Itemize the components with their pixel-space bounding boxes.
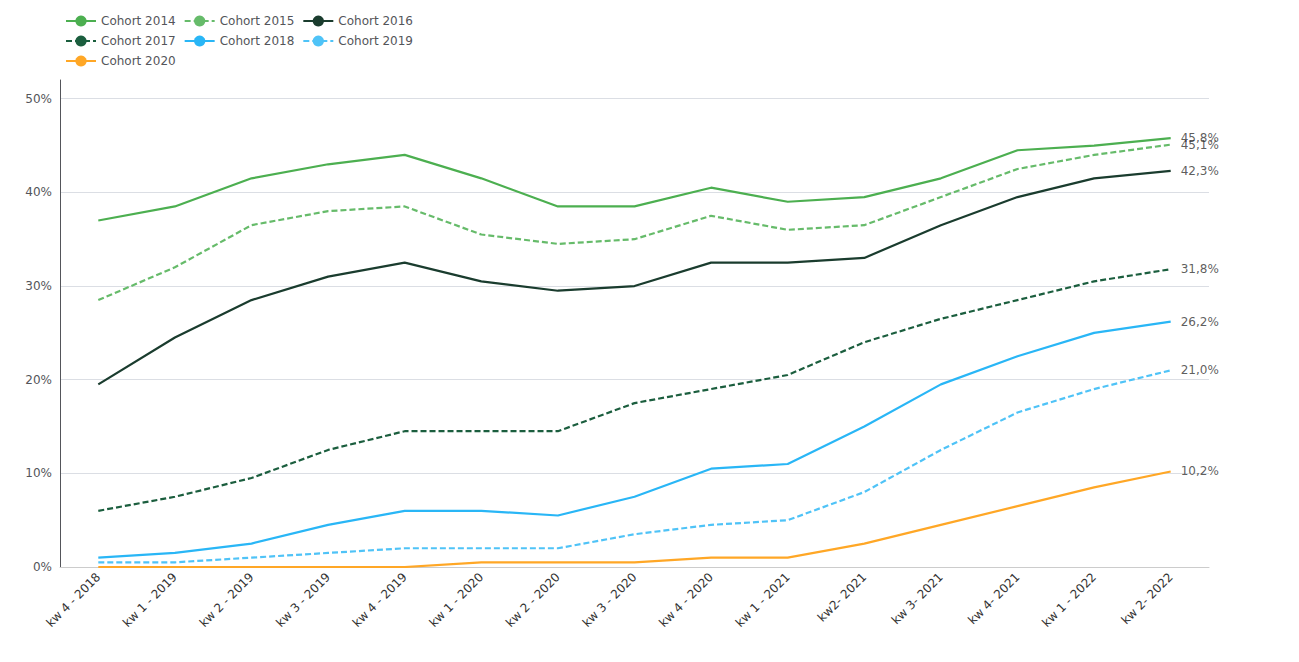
- svg-text:10%: 10%: [25, 466, 52, 480]
- svg-text:kw 4 - 2018: kw 4 - 2018: [43, 570, 103, 630]
- svg-text:kw 1 - 2020: kw 1 - 2020: [426, 570, 486, 630]
- svg-text:20%: 20%: [25, 373, 52, 387]
- svg-text:kw 2 - 2019: kw 2 - 2019: [197, 570, 257, 630]
- svg-text:Cohort 2017: Cohort 2017: [101, 34, 176, 48]
- svg-text:kw 3- 2021: kw 3- 2021: [889, 570, 946, 627]
- svg-text:kw 1 - 2019: kw 1 - 2019: [120, 570, 180, 630]
- svg-text:10,2%: 10,2%: [1181, 464, 1219, 478]
- svg-text:Cohort 2016: Cohort 2016: [338, 14, 413, 28]
- svg-text:42,3%: 42,3%: [1181, 164, 1219, 178]
- svg-text:kw 4 - 2020: kw 4 - 2020: [656, 570, 716, 630]
- svg-text:Cohort 2014: Cohort 2014: [101, 14, 176, 28]
- svg-text:kw 2- 2022: kw 2- 2022: [1119, 570, 1176, 627]
- svg-text:kw 3 - 2020: kw 3 - 2020: [580, 570, 640, 630]
- svg-text:Cohort 2020: Cohort 2020: [101, 54, 176, 68]
- svg-text:kw 4- 2021: kw 4- 2021: [965, 570, 1022, 627]
- svg-text:Cohort 2015: Cohort 2015: [220, 14, 295, 28]
- svg-text:kw 1 - 2021: kw 1 - 2021: [733, 570, 793, 630]
- svg-text:40%: 40%: [25, 185, 52, 199]
- svg-text:Cohort 2018: Cohort 2018: [220, 34, 295, 48]
- svg-text:Cohort 2019: Cohort 2019: [338, 34, 413, 48]
- svg-text:kw 4 - 2019: kw 4 - 2019: [350, 570, 410, 630]
- svg-text:kw 1 - 2022: kw 1 - 2022: [1039, 570, 1099, 630]
- svg-text:45,1%: 45,1%: [1181, 138, 1219, 152]
- svg-text:kw 3 - 2019: kw 3 - 2019: [273, 570, 333, 630]
- svg-text:kw2- 2021: kw2- 2021: [815, 570, 869, 624]
- svg-text:kw 2 - 2020: kw 2 - 2020: [503, 570, 563, 630]
- svg-text:31,8%: 31,8%: [1181, 262, 1219, 276]
- svg-text:0%: 0%: [33, 560, 52, 574]
- svg-text:26,2%: 26,2%: [1181, 315, 1219, 329]
- svg-text:21,0%: 21,0%: [1181, 363, 1219, 377]
- svg-text:50%: 50%: [25, 92, 52, 106]
- svg-text:30%: 30%: [25, 279, 52, 293]
